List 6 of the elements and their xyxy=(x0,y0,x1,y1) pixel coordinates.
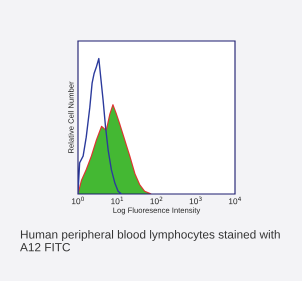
x-tick-label: 10$^{1}$ xyxy=(111,196,124,204)
x-tick-label: 10$^{4}$ xyxy=(228,196,242,204)
text: Human peripheral blood lymphocytes stained with A12 FITC xyxy=(20,230,280,252)
x-tick-label: 10$^{3}$ xyxy=(190,196,202,204)
x-tick-label: 10$^{2}$ xyxy=(150,196,162,204)
x-tick-label: 10$^{0}$ xyxy=(72,196,84,204)
